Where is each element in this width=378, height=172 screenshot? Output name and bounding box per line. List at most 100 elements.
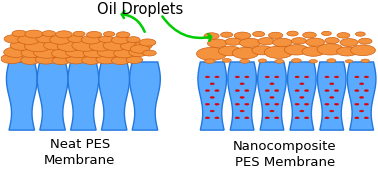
Circle shape bbox=[359, 83, 364, 85]
Circle shape bbox=[218, 46, 241, 56]
Circle shape bbox=[208, 39, 227, 47]
Circle shape bbox=[134, 42, 152, 50]
Circle shape bbox=[335, 103, 339, 105]
Polygon shape bbox=[258, 62, 286, 130]
Circle shape bbox=[12, 30, 27, 37]
Circle shape bbox=[302, 47, 325, 56]
Circle shape bbox=[287, 31, 298, 36]
Circle shape bbox=[129, 49, 147, 57]
Circle shape bbox=[57, 41, 81, 51]
Circle shape bbox=[240, 38, 260, 47]
Circle shape bbox=[350, 45, 375, 56]
Polygon shape bbox=[198, 62, 226, 130]
Circle shape bbox=[274, 117, 279, 119]
Circle shape bbox=[89, 41, 112, 51]
Circle shape bbox=[221, 32, 233, 37]
Circle shape bbox=[270, 110, 274, 112]
Circle shape bbox=[73, 31, 85, 36]
Circle shape bbox=[66, 55, 86, 64]
Text: Oil Droplets: Oil Droplets bbox=[97, 2, 183, 17]
Circle shape bbox=[4, 47, 28, 57]
Circle shape bbox=[143, 50, 156, 56]
Circle shape bbox=[210, 110, 214, 112]
Circle shape bbox=[205, 90, 209, 92]
Circle shape bbox=[205, 76, 209, 78]
Circle shape bbox=[34, 47, 60, 58]
Circle shape bbox=[305, 90, 309, 92]
Circle shape bbox=[274, 103, 279, 105]
Circle shape bbox=[330, 83, 334, 85]
Circle shape bbox=[204, 33, 219, 39]
Circle shape bbox=[68, 35, 84, 42]
Circle shape bbox=[355, 103, 359, 105]
Circle shape bbox=[265, 90, 270, 92]
Circle shape bbox=[258, 38, 274, 45]
Circle shape bbox=[364, 90, 369, 92]
Circle shape bbox=[197, 47, 227, 60]
Polygon shape bbox=[288, 62, 316, 130]
Polygon shape bbox=[37, 62, 68, 130]
Circle shape bbox=[264, 46, 293, 58]
Circle shape bbox=[322, 31, 332, 36]
Circle shape bbox=[51, 49, 74, 58]
Circle shape bbox=[240, 96, 244, 98]
Circle shape bbox=[215, 90, 219, 92]
Circle shape bbox=[253, 31, 265, 37]
Text: Nanocomposite
PES Membrane: Nanocomposite PES Membrane bbox=[233, 140, 337, 169]
Circle shape bbox=[317, 44, 343, 55]
Circle shape bbox=[335, 117, 339, 119]
Text: Neat PES
Membrane: Neat PES Membrane bbox=[44, 138, 115, 166]
Circle shape bbox=[295, 90, 299, 92]
Circle shape bbox=[273, 38, 292, 47]
Circle shape bbox=[10, 41, 33, 50]
Circle shape bbox=[305, 117, 309, 119]
Circle shape bbox=[355, 76, 359, 78]
Circle shape bbox=[325, 117, 329, 119]
Circle shape bbox=[335, 90, 339, 92]
Circle shape bbox=[235, 103, 240, 105]
Polygon shape bbox=[99, 62, 130, 130]
Circle shape bbox=[210, 83, 214, 85]
Circle shape bbox=[245, 103, 249, 105]
Circle shape bbox=[359, 110, 364, 112]
Circle shape bbox=[126, 56, 143, 63]
Polygon shape bbox=[228, 62, 256, 130]
Circle shape bbox=[87, 31, 102, 38]
Circle shape bbox=[1, 54, 23, 64]
Circle shape bbox=[21, 49, 42, 58]
Circle shape bbox=[245, 76, 249, 78]
Circle shape bbox=[355, 32, 365, 36]
Circle shape bbox=[337, 33, 350, 38]
Circle shape bbox=[245, 90, 249, 92]
Circle shape bbox=[355, 117, 359, 119]
Circle shape bbox=[359, 96, 364, 98]
Circle shape bbox=[97, 47, 121, 57]
Circle shape bbox=[222, 58, 231, 62]
Circle shape bbox=[225, 38, 242, 45]
Circle shape bbox=[50, 35, 71, 44]
Circle shape bbox=[364, 117, 369, 119]
Circle shape bbox=[82, 56, 101, 64]
Circle shape bbox=[21, 56, 39, 64]
Circle shape bbox=[274, 76, 279, 78]
Circle shape bbox=[204, 59, 215, 63]
Circle shape bbox=[300, 110, 304, 112]
Circle shape bbox=[116, 32, 130, 38]
Circle shape bbox=[335, 76, 339, 78]
Circle shape bbox=[42, 31, 56, 36]
Polygon shape bbox=[318, 62, 346, 130]
Circle shape bbox=[127, 37, 140, 42]
Circle shape bbox=[232, 47, 259, 59]
Circle shape bbox=[355, 90, 359, 92]
Circle shape bbox=[275, 59, 284, 63]
Circle shape bbox=[306, 38, 325, 46]
Circle shape bbox=[56, 31, 72, 38]
Circle shape bbox=[104, 32, 115, 36]
Polygon shape bbox=[130, 62, 160, 130]
Circle shape bbox=[268, 32, 283, 39]
Circle shape bbox=[240, 110, 244, 112]
Circle shape bbox=[52, 57, 70, 64]
Polygon shape bbox=[6, 62, 37, 130]
Circle shape bbox=[330, 96, 334, 98]
Circle shape bbox=[305, 103, 309, 105]
